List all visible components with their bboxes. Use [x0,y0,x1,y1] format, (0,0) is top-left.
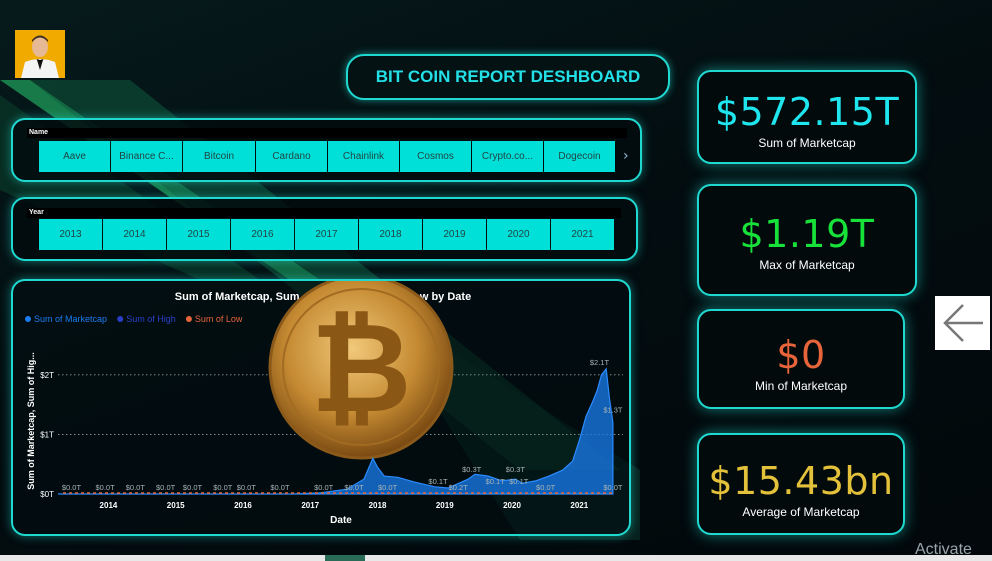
name-slicer-label: Name [27,128,627,138]
y-tick-label-1: $1T [40,430,54,439]
chevron-right-icon[interactable]: › [623,148,629,164]
data-label-15: $0.3T [506,465,526,474]
slicer-item-aave[interactable]: Aave [39,141,110,172]
slicer-item-cosmos[interactable]: Cosmos [400,141,471,172]
slicer-item-2019[interactable]: 2019 [423,219,486,250]
slicer-item-2017[interactable]: 2017 [295,219,358,250]
legend-marker-0 [25,316,31,322]
slicer-item-2021[interactable]: 2021 [551,219,614,250]
legend-marker-2 [185,316,192,322]
kpi-avg-marketcap: $15.43bn Average of Marketcap [697,433,905,535]
page-title: BIT COIN REPORT DESHBOARD [346,54,670,100]
slicer-item-cardano[interactable]: Cardano [256,141,327,172]
kpi-max-marketcap: $1.19T Max of Marketcap [697,184,917,296]
page-tabs-bar [0,555,992,561]
kpi-avg-marketcap-value: $15.43bn [708,459,894,503]
slicer-item-bitcoin[interactable]: Bitcoin [183,141,255,172]
data-label-4: $0.0T [183,483,203,492]
kpi-min-marketcap-label: Min of Marketcap [754,379,848,393]
slicer-item-2015[interactable]: 2015 [167,219,230,250]
slicer-item-chainlink[interactable]: Chainlink [328,141,399,172]
bitcoin-coin-image: ₿ [268,281,454,460]
data-label-17: $0.0T [536,483,556,492]
legend-label-1: Sum of High [126,314,176,324]
kpi-min-marketcap: $0 Min of Marketcap [697,309,905,409]
slicer-item-2014[interactable]: 2014 [103,219,166,250]
legend-label-2: Sum of Low [195,314,243,324]
x-tick-label-0: 2014 [100,501,118,510]
slicer-item-crypto[interactable]: Crypto.co... [472,141,543,172]
back-button[interactable] [935,296,990,350]
kpi-avg-marketcap-label: Average of Marketcap [742,505,860,519]
name-slicer: Name Aave Binance C... Bitcoin Cardano C… [11,118,642,182]
slicer-item-2016[interactable]: 2016 [231,219,294,250]
x-tick-label-4: 2018 [369,501,387,510]
kpi-min-marketcap-value: $0 [776,333,826,377]
kpi-max-marketcap-label: Max of Marketcap [759,258,855,272]
y-tick-label-2: $2T [40,371,54,380]
x-tick-label-5: 2019 [436,501,454,510]
data-label-11: $0.1T [428,477,448,486]
x-tick-label-3: 2017 [301,501,319,510]
data-label-20: $0.0T [603,483,623,492]
arrow-left-icon [942,304,983,342]
legend-label-0: Sum of Marketcap [34,314,107,324]
year-slicer: Year 2013 2014 2015 2016 2017 2018 2019 … [11,197,638,261]
kpi-sum-marketcap-label: Sum of Marketcap [758,136,856,150]
marketcap-area [58,367,614,495]
legend-marker-1 [117,316,124,322]
data-label-18: $2.1T [590,358,610,367]
data-label-10: $0.0T [378,483,398,492]
svg-text:₿: ₿ [310,297,411,441]
data-label-1: $0.0T [95,483,115,492]
active-page-tab[interactable] [325,555,365,561]
activate-watermark: Activate [915,541,972,558]
x-tick-label-6: 2020 [503,501,521,510]
slicer-item-dogecoin[interactable]: Dogecoin [544,141,615,172]
chart-svg: Sum of Marketcap, Sum of High and Sum of… [25,281,623,526]
data-label-16: $0.1T [509,477,529,486]
x-tick-label-2: 2016 [234,501,252,510]
data-label-0: $0.0T [62,483,82,492]
data-label-6: $0.0T [237,483,257,492]
year-slicer-label: Year [27,208,621,218]
x-tick-label-7: 2021 [570,501,588,510]
slicer-item-2013[interactable]: 2013 [39,219,102,250]
slicer-item-2020[interactable]: 2020 [487,219,550,250]
slicer-item-2018[interactable]: 2018 [359,219,422,250]
y-axis-label: Sum of Marketcap, Sum of Hig... [26,352,36,490]
avatar [15,30,65,78]
x-axis-label: Date [330,515,352,526]
y-tick-label-0: $0T [40,490,54,499]
data-label-9: $0.0T [344,483,364,492]
data-label-7: $0.0T [270,483,290,492]
data-label-8: $0.0T [314,483,334,492]
data-label-2: $0.0T [126,483,146,492]
data-label-12: $0.2T [449,483,469,492]
data-label-14: $0.1T [486,477,506,486]
marketcap-chart: Sum of Marketcap, Sum of High and Sum of… [11,279,631,536]
data-label-13: $0.3T [462,465,482,474]
kpi-sum-marketcap: $572.15T Sum of Marketcap [697,70,917,164]
slicer-item-binance[interactable]: Binance C... [111,141,182,172]
data-label-3: $0.0T [156,483,176,492]
data-label-19: $1.3T [603,406,623,415]
x-tick-label-1: 2015 [167,501,185,510]
kpi-sum-marketcap-value: $572.15T [714,90,900,134]
kpi-max-marketcap-value: $1.19T [739,212,875,256]
data-label-5: $0.0T [213,483,233,492]
